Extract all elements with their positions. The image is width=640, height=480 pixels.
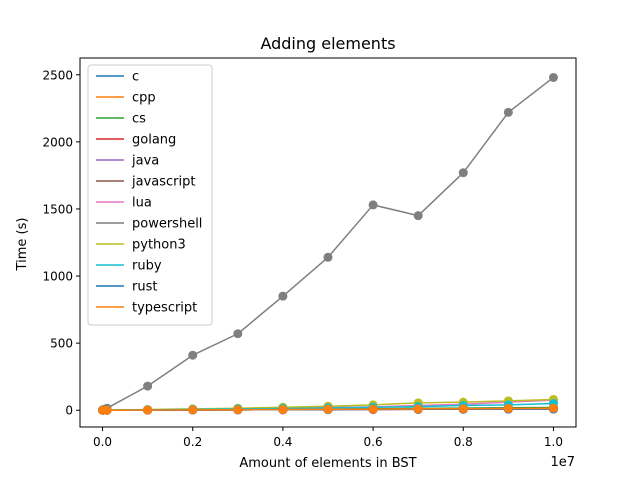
legend-label: javascript — [131, 175, 195, 190]
legend-item-rust: rust — [96, 280, 157, 295]
legend-label: powershell — [132, 217, 202, 232]
legend-label: ruby — [132, 259, 162, 274]
legend-item-cpp: cpp — [96, 91, 156, 106]
data-point-typescript — [548, 403, 558, 413]
legend-box — [87, 64, 213, 326]
y-tick-label: 2000 — [42, 135, 73, 149]
x-tick-label: 0.6 — [364, 435, 383, 449]
x-axis-ticks: 0.0 0.2 0.4 0.6 0.8 1.0 — [93, 427, 563, 449]
data-point-typescript — [458, 404, 468, 414]
plot-frame — [79, 57, 577, 428]
y-axis-ticks: 0 500 1000 1500 2000 2500 — [42, 68, 80, 418]
data-point-powershell — [413, 211, 423, 221]
y-tick-label: 2500 — [42, 68, 73, 82]
legend-label: cs — [132, 112, 146, 127]
data-point-powershell — [548, 72, 558, 82]
y-tick-label: 500 — [50, 337, 73, 351]
legend-label: lua — [132, 196, 152, 211]
x-tick-label: 0.0 — [93, 435, 112, 449]
data-point-powershell — [458, 168, 468, 178]
legend-label: c — [132, 70, 139, 85]
legend-label: cpp — [132, 91, 156, 106]
legend-label: golang — [132, 133, 176, 148]
data-point-typescript — [323, 404, 333, 414]
data-point-powershell — [143, 381, 153, 391]
y-tick-label: 1500 — [42, 202, 73, 216]
x-tick-label: 0.8 — [454, 435, 473, 449]
legend-item-powershell: powershell — [96, 217, 202, 232]
series-layer — [98, 72, 558, 415]
data-point-typescript — [368, 404, 378, 414]
data-point-typescript — [102, 405, 112, 415]
legend: c cpp cs golang java javascript lua powershell p… — [87, 64, 213, 326]
series-typescript — [98, 403, 558, 415]
legend-item-javascript: javascript — [96, 175, 195, 190]
data-point-powershell — [503, 107, 513, 117]
legend-label: typescript — [132, 301, 197, 316]
x-tick-label: 0.2 — [183, 435, 202, 449]
x-axis-offset-label: 1e7 — [550, 455, 575, 470]
legend-item-ruby: ruby — [96, 259, 162, 274]
legend-item-typescript: typescript — [96, 301, 197, 316]
data-point-typescript — [233, 405, 243, 415]
y-tick-label: 0 — [65, 404, 73, 418]
legend-item-java: java — [96, 154, 159, 169]
legend-label: java — [131, 154, 159, 169]
data-point-typescript — [503, 403, 513, 413]
legend-item-c: c — [96, 70, 139, 85]
legend-item-lua: lua — [96, 196, 152, 211]
data-point-powershell — [323, 252, 333, 262]
data-point-powershell — [278, 291, 288, 301]
data-point-powershell — [188, 350, 198, 360]
data-point-typescript — [188, 405, 198, 415]
legend-item-cs: cs — [96, 112, 146, 127]
data-point-typescript — [413, 404, 423, 414]
y-tick-label: 1000 — [42, 270, 73, 284]
x-tick-label: 0.4 — [273, 435, 292, 449]
x-axis-label: Amount of elements in BST — [239, 456, 416, 471]
data-point-powershell — [233, 329, 243, 339]
x-tick-label: 1.0 — [544, 435, 563, 449]
legend-label: rust — [132, 280, 157, 295]
data-point-typescript — [143, 405, 153, 415]
legend-label: python3 — [132, 238, 186, 253]
chart-title: Adding elements — [260, 34, 395, 53]
legend-item-python3: python3 — [96, 238, 186, 253]
data-point-powershell — [368, 200, 378, 210]
legend-item-golang: golang — [96, 133, 176, 148]
y-axis-label: Time (s) — [15, 218, 30, 272]
data-point-typescript — [278, 405, 288, 415]
